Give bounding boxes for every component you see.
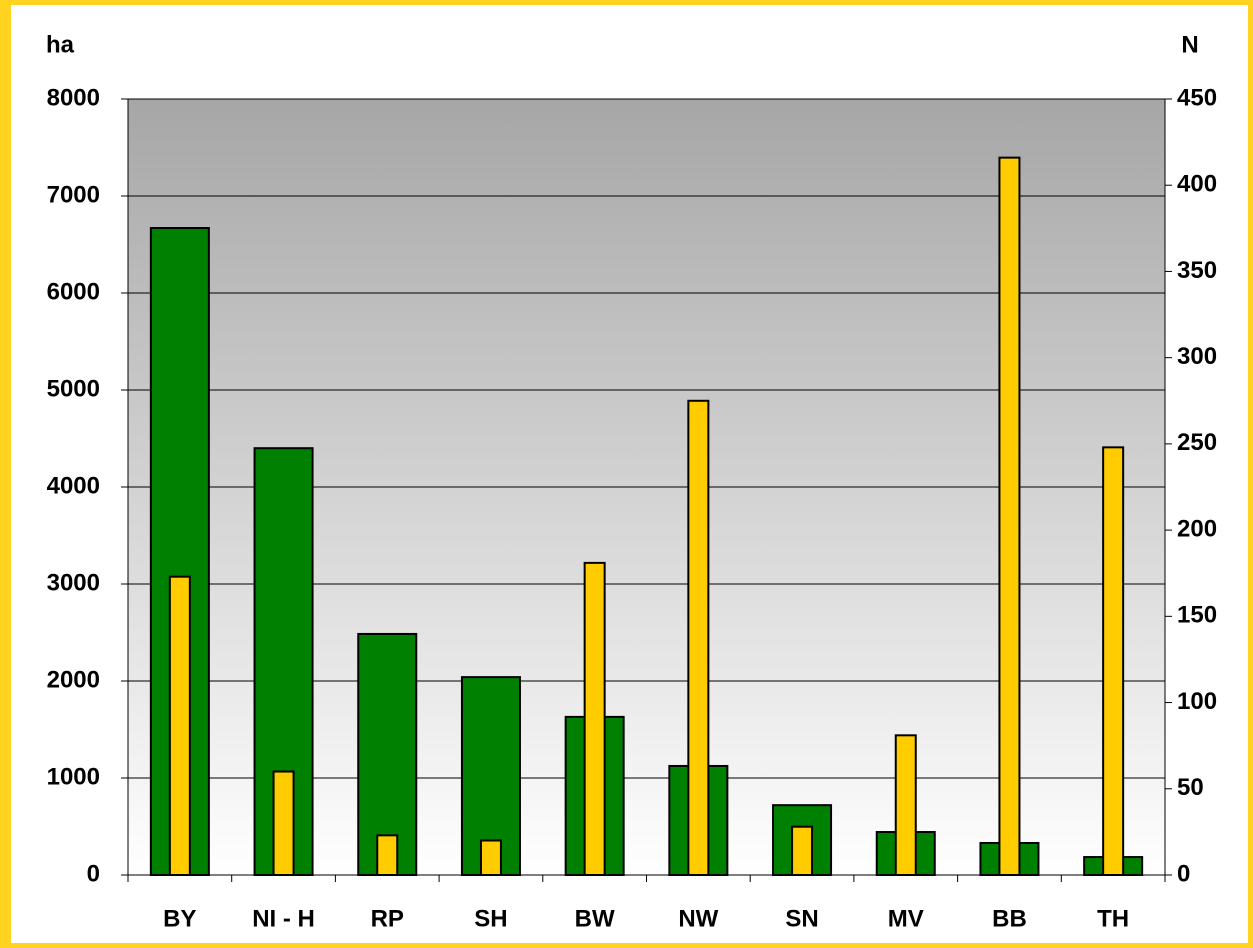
x-tick-label: RP — [371, 905, 404, 932]
y2-tick-label: 400 — [1177, 171, 1217, 198]
bar — [687, 399, 710, 876]
bar — [168, 575, 191, 876]
y-axis-label: ha — [46, 31, 75, 58]
bar — [894, 734, 917, 876]
y-tick-label: 1000 — [47, 763, 100, 790]
x-tick-label: SH — [474, 905, 507, 932]
x-tick-label: BW — [575, 905, 615, 932]
x-tick-label: BY — [163, 905, 196, 932]
y-tick-label: 2000 — [47, 666, 100, 693]
x-tick-label: SN — [785, 905, 818, 932]
bar — [583, 561, 606, 876]
y2-tick-label: 100 — [1177, 688, 1217, 715]
y2-tick-label: 0 — [1177, 860, 1190, 887]
x-tick-label: NI - H — [252, 905, 315, 932]
y2-tick-label: 200 — [1177, 515, 1217, 542]
y2-tick-label: 350 — [1177, 257, 1217, 284]
bar — [998, 156, 1021, 876]
y2-tick-label: 250 — [1177, 429, 1217, 456]
bar — [1102, 446, 1125, 876]
bar — [791, 825, 814, 877]
y-tick-label: 5000 — [47, 375, 100, 402]
bar — [272, 770, 295, 876]
y-tick-label: 8000 — [47, 84, 100, 111]
y-tick-label: 6000 — [47, 278, 100, 305]
y-tick-label: 3000 — [47, 569, 100, 596]
x-tick-label: NW — [678, 905, 718, 932]
x-tick-label: BB — [992, 905, 1027, 932]
y2-tick-label: 450 — [1177, 84, 1217, 111]
y2-tick-label: 150 — [1177, 602, 1217, 629]
y-tick-label: 7000 — [47, 181, 100, 208]
bar — [460, 676, 521, 876]
y2-tick-label: 50 — [1177, 774, 1204, 801]
bar — [376, 834, 399, 876]
y-tick-label: 0 — [87, 860, 100, 887]
y-tick-label: 4000 — [47, 472, 100, 499]
x-tick-label: TH — [1097, 905, 1129, 932]
bar — [479, 839, 502, 876]
x-tick-label: MV — [888, 905, 924, 932]
y2-axis-label: N — [1181, 31, 1198, 58]
y2-tick-label: 300 — [1177, 343, 1217, 370]
